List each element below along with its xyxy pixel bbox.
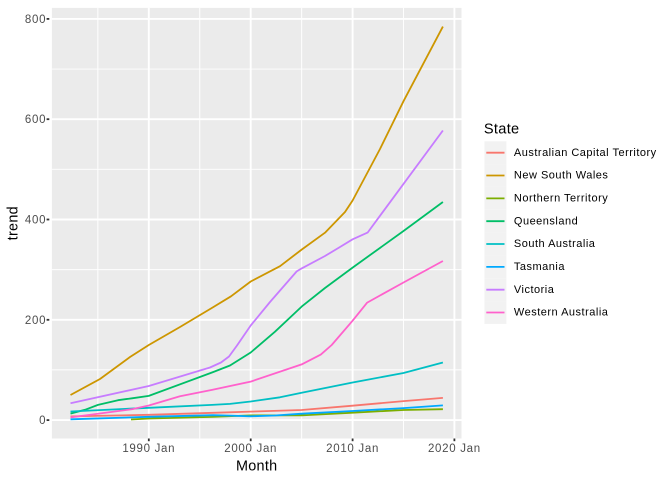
svg-text:State: State xyxy=(484,122,520,138)
svg-text:2010 Jan: 2010 Jan xyxy=(326,443,379,455)
svg-text:trend: trend xyxy=(5,206,21,240)
svg-text:Tasmania: Tasmania xyxy=(514,261,565,273)
svg-text:200: 200 xyxy=(25,315,46,327)
svg-text:Western Australia: Western Australia xyxy=(514,307,609,319)
svg-text:0: 0 xyxy=(39,415,46,427)
svg-text:Month: Month xyxy=(236,459,278,475)
svg-text:2000 Jan: 2000 Jan xyxy=(224,443,277,455)
svg-text:Victoria: Victoria xyxy=(514,284,555,296)
svg-text:800: 800 xyxy=(25,14,46,26)
svg-text:600: 600 xyxy=(25,114,46,126)
svg-text:South Australia: South Australia xyxy=(514,238,596,250)
svg-text:Northern Territory: Northern Territory xyxy=(514,193,608,205)
svg-text:1990 Jan: 1990 Jan xyxy=(122,443,175,455)
svg-text:2020 Jan: 2020 Jan xyxy=(428,443,481,455)
svg-text:New South Wales: New South Wales xyxy=(514,170,609,182)
svg-text:Queensland: Queensland xyxy=(514,215,578,227)
svg-text:400: 400 xyxy=(25,215,46,227)
svg-text:Australian Capital Territory: Australian Capital Territory xyxy=(514,147,657,159)
